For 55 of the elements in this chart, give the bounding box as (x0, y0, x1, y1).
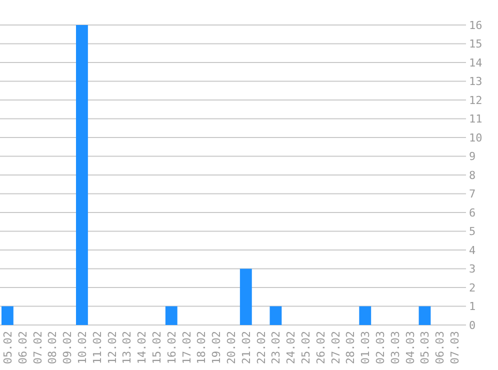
y-tick-label: 4 (469, 244, 476, 257)
x-tick-label: 28.02 (344, 331, 358, 364)
x-tick-label: 05.02 (1, 331, 14, 364)
y-tick-label: 10 (469, 131, 482, 144)
y-tick-label: 2 (469, 281, 476, 294)
x-tick-label: 11.02 (90, 331, 104, 364)
x-tick-label: 03.03 (388, 331, 402, 364)
x-tick-label: 05.03 (418, 331, 432, 364)
y-tick-label: 13 (469, 75, 482, 88)
bar (240, 268, 252, 325)
y-tick-label: 7 (469, 188, 476, 201)
x-tick-label: 07.03 (448, 331, 462, 364)
x-tick-label: 25.02 (300, 331, 313, 364)
y-tick-label: 6 (469, 206, 476, 220)
y-tick-label: 0 (469, 318, 476, 332)
x-tick-label: 19.02 (210, 331, 224, 364)
y-tick-label: 1 (469, 300, 476, 314)
x-tick-label: 15.02 (150, 331, 164, 364)
x-tick-label: 24.02 (284, 331, 298, 364)
x-tick-label: 27.02 (329, 331, 342, 364)
x-tick-label: 22.02 (254, 331, 268, 364)
x-tick-label: 14.02 (136, 331, 149, 364)
bar (165, 306, 178, 325)
bar (270, 306, 282, 325)
x-tick-label: 18.02 (195, 331, 208, 364)
y-tick-label: 9 (469, 150, 476, 164)
x-tick-label: 23.02 (270, 331, 283, 364)
x-tick-label: 09.02 (61, 331, 74, 364)
bar (359, 306, 372, 325)
y-tick-label: 8 (469, 168, 476, 182)
x-tick-label: 21.02 (240, 331, 253, 364)
x-tick-label: 01.03 (359, 331, 372, 364)
x-tick-label: 04.03 (404, 331, 417, 364)
y-tick-label: 15 (469, 38, 482, 51)
x-tick-label: 07.02 (31, 331, 44, 364)
x-tick-label: 06.02 (16, 331, 30, 364)
y-tick-label: 12 (469, 94, 482, 107)
y-tick-label: 14 (469, 56, 483, 70)
y-tick-label: 11 (469, 112, 482, 126)
x-tick-label: 16.02 (165, 331, 178, 364)
bar (418, 306, 431, 325)
x-tick-label: 12.02 (106, 331, 119, 364)
x-tick-label: 20.02 (225, 331, 238, 364)
x-tick-label: 17.02 (180, 331, 194, 364)
x-tick-label: 13.02 (120, 331, 134, 364)
bar (76, 25, 88, 325)
x-tick-label: 26.02 (314, 331, 328, 364)
y-tick-label: 5 (469, 225, 476, 238)
x-tick-label: 08.02 (46, 331, 60, 364)
x-tick-label: 02.03 (374, 331, 388, 364)
bar (1, 306, 14, 325)
y-tick-label: 16 (469, 18, 482, 32)
y-tick-label: 3 (469, 262, 476, 276)
x-tick-label: 06.03 (434, 331, 447, 364)
x-tick-label: 10.02 (76, 331, 89, 364)
